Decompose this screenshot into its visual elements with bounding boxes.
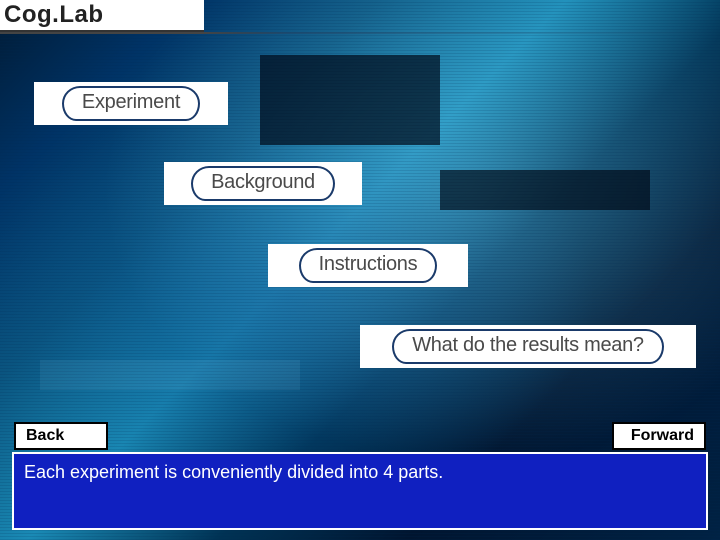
pill-inner: Experiment [62,86,200,121]
instructions-button[interactable]: Instructions [268,244,468,287]
forward-label: Forward [631,427,694,445]
page-title: Cog.Lab [4,1,104,29]
results-label: What do the results mean? [412,334,644,357]
bg-block [260,55,440,145]
experiment-label: Experiment [82,91,180,114]
caption-text: Each experiment is conveniently divided … [24,462,443,482]
forward-button[interactable]: Forward [612,422,706,450]
bg-block [440,170,650,210]
experiment-button[interactable]: Experiment [34,82,228,125]
title-bar: Cog.Lab [0,0,204,32]
results-button[interactable]: What do the results mean? [360,325,696,368]
instructions-label: Instructions [319,253,418,276]
background-label: Background [211,171,315,194]
pill-inner: What do the results mean? [392,329,664,364]
bg-block [40,360,300,390]
pill-inner: Instructions [299,248,438,283]
back-label: Back [26,427,64,445]
caption-box: Each experiment is conveniently divided … [12,452,708,530]
background-button[interactable]: Background [164,162,362,205]
pill-inner: Background [191,166,335,201]
back-button[interactable]: Back [14,422,108,450]
title-underline [0,32,720,34]
